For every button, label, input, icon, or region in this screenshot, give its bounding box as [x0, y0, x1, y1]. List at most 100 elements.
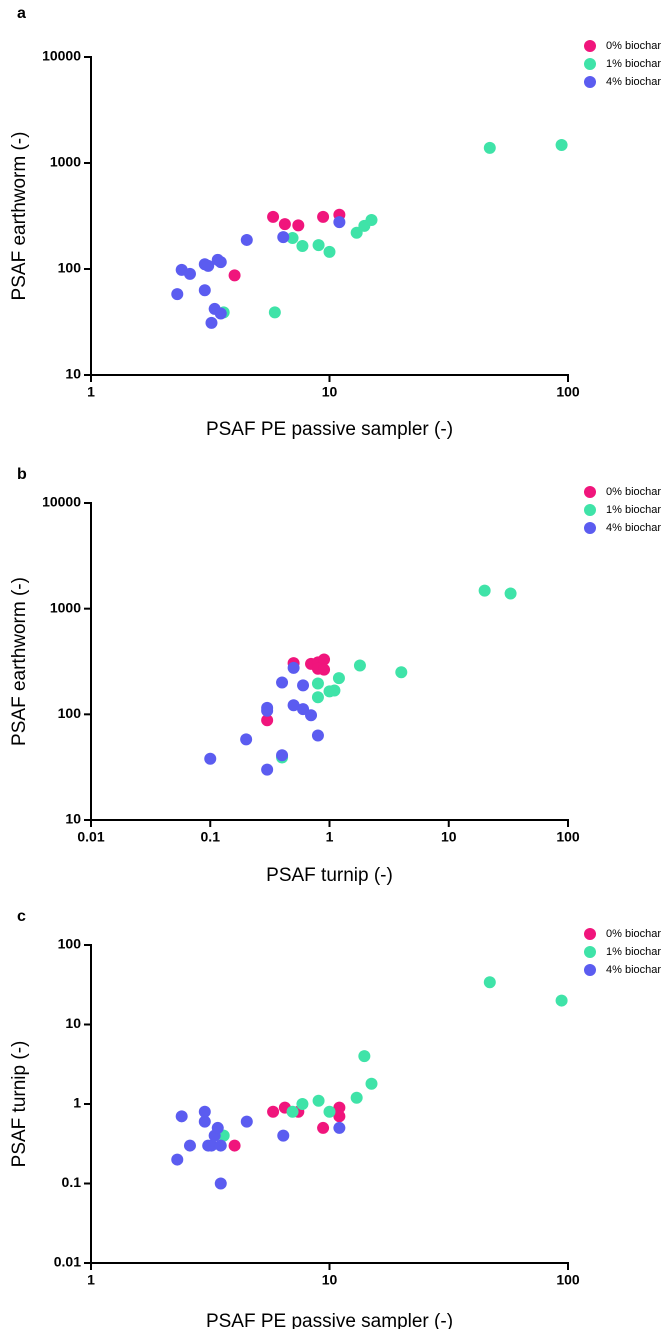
data-point [504, 587, 517, 600]
data-point [483, 976, 496, 989]
data-point [353, 659, 366, 672]
data-point [358, 1050, 371, 1063]
data-point [211, 1121, 224, 1134]
legend-label: 1% biochar [606, 946, 661, 958]
data-point [214, 307, 227, 320]
data-point [332, 672, 345, 685]
data-point [277, 1129, 290, 1142]
data-point [198, 1115, 211, 1128]
panel-label: b [17, 466, 27, 483]
data-point [214, 1177, 227, 1190]
data-point [292, 219, 305, 232]
y-tick-label: 10000 [42, 48, 81, 64]
y-axis-title: PSAF earthworm (-) [9, 132, 30, 301]
data-point [318, 653, 331, 666]
x-tick-label: 0.01 [77, 829, 104, 845]
data-point [555, 994, 568, 1007]
legend-marker [584, 58, 596, 70]
x-tick-label: 1 [87, 1272, 95, 1288]
data-point [297, 679, 310, 692]
data-point [198, 1105, 211, 1118]
y-tick-label: 0.01 [54, 1254, 81, 1270]
legend-marker [584, 964, 596, 976]
data-point [312, 1094, 325, 1107]
data-point [261, 714, 274, 727]
legend-label: 0% biochar [606, 486, 661, 498]
data-point [317, 210, 330, 223]
data-point [228, 269, 241, 282]
data-point [483, 141, 496, 154]
data-point [214, 256, 227, 269]
legend-marker [584, 928, 596, 940]
data-point [311, 691, 324, 704]
y-tick-label: 1000 [50, 599, 81, 615]
data-point [240, 733, 253, 746]
data-point [267, 1105, 280, 1118]
legend-marker [584, 40, 596, 52]
data-point [323, 245, 336, 258]
data-point [311, 677, 324, 690]
data-point [183, 1139, 196, 1152]
data-point [276, 676, 289, 689]
data-point [214, 1139, 227, 1152]
y-tick-label: 100 [58, 936, 82, 952]
panel-label: a [17, 5, 26, 22]
x-axis-title: PSAF turnip (-) [266, 865, 393, 886]
data-point [171, 288, 184, 301]
legend-marker [584, 76, 596, 88]
data-point [175, 1110, 188, 1123]
data-point [318, 663, 331, 676]
data-point [328, 684, 341, 697]
legend-marker [584, 504, 596, 516]
legend-marker [584, 486, 596, 498]
data-point [277, 231, 290, 244]
legend-label: 1% biochar [606, 58, 661, 70]
data-point [333, 1101, 346, 1114]
legend-label: 1% biochar [606, 504, 661, 516]
data-point [350, 1091, 363, 1104]
data-point [395, 666, 408, 679]
data-point [287, 699, 300, 712]
x-tick-label: 10 [441, 829, 457, 845]
data-point [240, 233, 253, 246]
x-tick-label: 0.1 [201, 829, 221, 845]
data-point [312, 239, 325, 252]
data-point [365, 213, 378, 226]
data-point [286, 232, 299, 245]
data-point [171, 1153, 184, 1166]
data-point [205, 316, 218, 329]
data-point [278, 218, 291, 231]
data-point [228, 1139, 241, 1152]
data-point [365, 1077, 378, 1090]
data-point [204, 752, 217, 765]
x-tick-label: 10 [322, 1272, 338, 1288]
data-point [333, 1110, 346, 1123]
data-point [305, 709, 318, 722]
data-point [317, 1121, 330, 1134]
data-point [311, 729, 324, 742]
y-tick-label: 10000 [42, 494, 81, 510]
y-tick-label: 10 [65, 1015, 81, 1031]
x-tick-label: 100 [556, 1272, 580, 1288]
data-point [333, 1121, 346, 1134]
x-tick-label: 100 [556, 829, 580, 845]
y-tick-label: 100 [58, 705, 82, 721]
x-tick-label: 1 [87, 384, 95, 400]
legend-label: 4% biochar [606, 76, 661, 88]
x-tick-label: 1 [326, 829, 334, 845]
legend-label: 0% biochar [606, 40, 661, 52]
x-tick-label: 100 [556, 384, 580, 400]
y-axis-title: PSAF turnip (-) [9, 1041, 30, 1168]
data-point [350, 226, 363, 239]
legend-marker [584, 946, 596, 958]
x-tick-label: 10 [322, 384, 338, 400]
y-tick-label: 10 [65, 811, 81, 827]
y-tick-label: 100 [58, 260, 82, 276]
data-point [276, 749, 289, 762]
data-point [296, 239, 309, 252]
y-tick-label: 10 [65, 366, 81, 382]
y-tick-label: 1 [73, 1095, 81, 1111]
data-point [240, 1115, 253, 1128]
data-point [261, 701, 274, 714]
data-point [183, 267, 196, 280]
